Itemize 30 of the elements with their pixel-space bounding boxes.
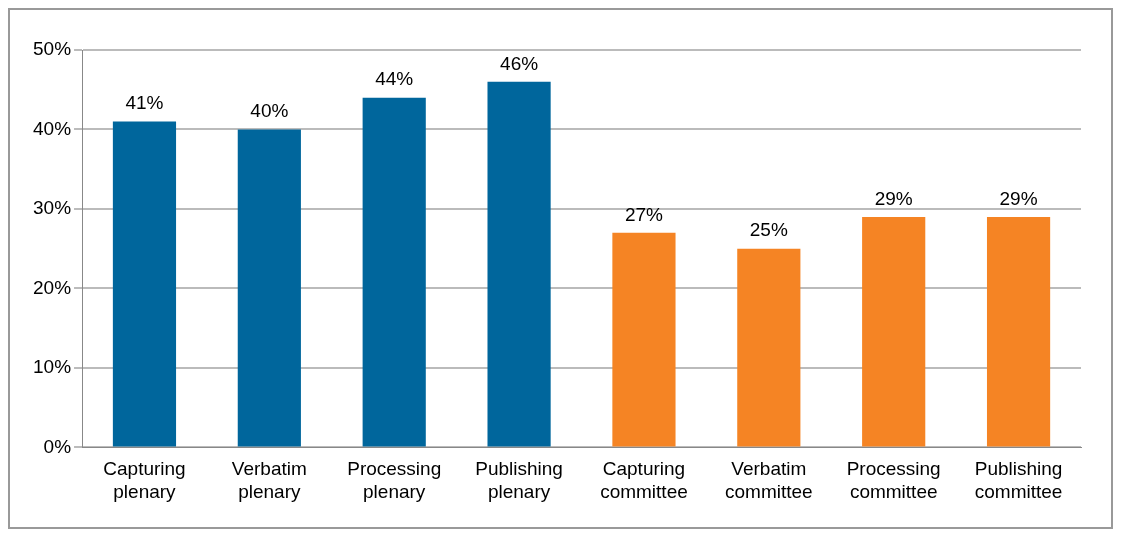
bar (737, 248, 801, 447)
y-tick-label: 20% (33, 276, 72, 298)
data-label: 27% (624, 203, 664, 225)
data-label: 25% (749, 219, 788, 241)
x-tick-label: Publishing plenary (475, 458, 563, 502)
bar (986, 216, 1051, 447)
bar (487, 81, 551, 447)
x-tick-label: Processing plenary (347, 458, 442, 502)
bar (612, 232, 676, 447)
x-tick-label: Capturing committee (600, 458, 688, 502)
y-tick-label: 0% (43, 435, 72, 457)
x-tick-label: Processing committee (846, 458, 941, 502)
y-tick-label: 40% (33, 117, 72, 139)
data-label: 46% (500, 52, 539, 74)
bar (862, 216, 926, 447)
data-label: 40% (250, 100, 289, 122)
x-tick-label: Verbatim plenary (231, 458, 307, 502)
x-tick-label: Verbatim committee (725, 458, 813, 502)
bar (362, 97, 426, 447)
data-label: 44% (375, 68, 414, 90)
x-tick-label: Capturing plenary (103, 458, 186, 502)
y-tick-label: 30% (33, 197, 72, 219)
data-label: 41% (125, 92, 164, 114)
bar (237, 129, 301, 447)
data-label: 29% (874, 187, 913, 209)
data-label: 29% (999, 187, 1038, 209)
x-tick-label: Publishing committee (974, 458, 1063, 502)
bar (112, 121, 177, 447)
y-tick-label: 50% (33, 38, 72, 60)
y-tick-label: 10% (33, 356, 72, 378)
